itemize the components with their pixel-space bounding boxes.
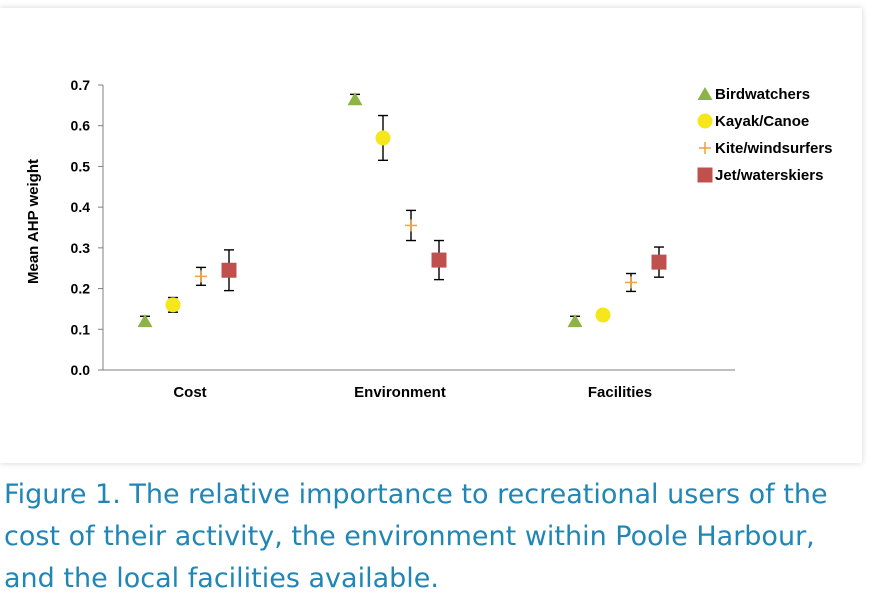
- legend-item-2: Kite/windsurfers: [699, 140, 833, 157]
- y-tick-label: 0.6: [71, 118, 91, 134]
- data-point-1-0: [165, 296, 181, 313]
- y-tick-label: 0.1: [71, 321, 91, 337]
- chart-svg: 0.0 0.1 0.2 0.3 0.4 0.5 0.6 0.7 Mean AHP weight C…: [25, 77, 833, 401]
- data-point-2-1: [405, 209, 417, 242]
- marker-circle: [375, 130, 391, 146]
- legend-marker: [697, 167, 713, 183]
- legend-label: Kayak/Canoe: [715, 113, 809, 130]
- legend: Birdwatchers Kayak/Canoe Kite/windsurfers J…: [697, 86, 833, 184]
- y-tick-label: 0.5: [71, 158, 91, 174]
- axes: 0.0 0.1 0.2 0.3 0.4 0.5 0.6 0.7 Mean AHP weight C…: [25, 77, 735, 401]
- marker-circle: [165, 297, 181, 313]
- legend-item-3: Jet/waterskiers: [697, 167, 823, 184]
- marker-square: [221, 262, 237, 278]
- legend-item-0: Birdwatchers: [697, 86, 810, 103]
- y-tick-label: 0.4: [71, 199, 91, 215]
- marker-square: [431, 252, 447, 268]
- legend-marker: [697, 113, 713, 129]
- marker-triangle: [137, 314, 153, 328]
- x-category-label: Facilities: [588, 384, 652, 401]
- data-point-3-0: [221, 249, 237, 292]
- data-point-1-1: [375, 114, 391, 162]
- y-tick-label: 0.0: [71, 362, 91, 378]
- marker-circle: [595, 307, 611, 323]
- y-tick-label: 0.7: [71, 77, 91, 93]
- y-axis-label: Mean AHP weight: [25, 159, 42, 284]
- y-tick-label: 0.2: [71, 281, 91, 297]
- data-point-0-0: [137, 314, 153, 328]
- x-category-label: Environment: [354, 384, 446, 401]
- marker-triangle: [347, 92, 363, 106]
- legend-label: Birdwatchers: [715, 86, 810, 103]
- legend-label: Jet/waterskiers: [715, 167, 823, 184]
- legend-item-1: Kayak/Canoe: [697, 113, 809, 130]
- legend-marker: [697, 87, 713, 100]
- data-point-2-0: [195, 266, 207, 287]
- marker-plus: [195, 270, 207, 283]
- chart-panel: 0.0 0.1 0.2 0.3 0.4 0.5 0.6 0.7 Mean AHP weight C…: [0, 8, 862, 463]
- marker-triangle: [567, 314, 583, 328]
- marker-square: [651, 254, 667, 270]
- figure-caption: Figure 1. The relative importance to rec…: [4, 479, 828, 594]
- legend-label: Kite/windsurfers: [715, 140, 833, 157]
- marker-plus: [625, 276, 637, 289]
- data-point-0-2: [567, 314, 583, 328]
- y-tick-label: 0.3: [71, 240, 91, 256]
- data-point-0-1: [347, 92, 363, 106]
- data-point-3-2: [651, 246, 667, 278]
- x-category-label: Cost: [173, 384, 206, 401]
- data-point-3-1: [431, 239, 447, 281]
- data-point-1-2: [595, 307, 611, 323]
- data-point-2-2: [625, 272, 637, 293]
- legend-marker: [699, 142, 711, 154]
- chart-marks: [137, 92, 667, 328]
- marker-plus: [405, 219, 417, 232]
